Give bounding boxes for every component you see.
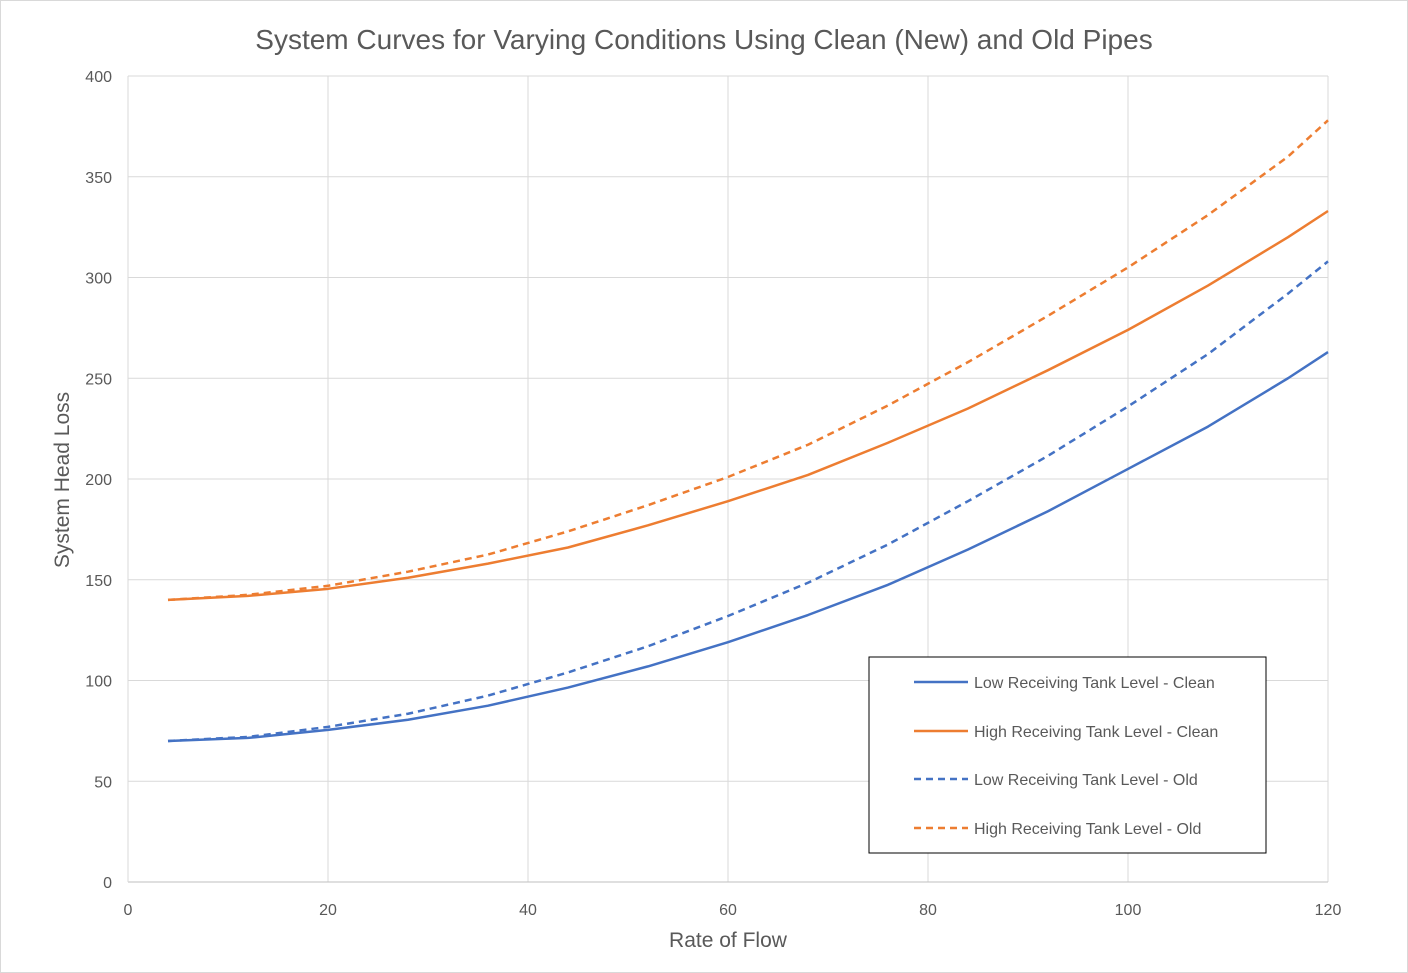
x-tick-label: 60 [719,902,737,919]
axis-layer: 0 50 100 150 200 250 300 350 400 0 20 40 60 80 100 120 [85,69,1341,919]
legend-label-4: High Receiving Tank Level - Old [974,821,1201,838]
series-layer [167,119,1329,743]
y-tick-label: 200 [85,472,112,489]
y-tick-label: 50 [94,774,112,791]
x-tick-label: 0 [124,902,133,919]
x-axis-title: Rate of Flow [669,929,788,952]
series-line-1 [167,351,1329,743]
legend-box [868,656,1267,854]
x-tick-label: 100 [1115,902,1142,919]
y-tick-label: 100 [85,674,112,691]
legend: Low Receiving Tank Level - Clean High Rec… [868,656,1267,854]
legend-label-1: Low Receiving Tank Level - Clean [974,675,1215,692]
x-tick-label: 120 [1315,902,1342,919]
series-line-4 [167,119,1329,602]
chart-title: System Curves for Varying Conditions Usi… [255,24,1152,55]
x-tick-label: 20 [319,902,337,919]
y-tick-label: 300 [85,271,112,288]
legend-label-2: High Receiving Tank Level - Clean [974,724,1218,741]
y-tick-label: 0 [103,875,112,892]
series-line-2 [167,209,1329,602]
legend-items: Low Receiving Tank Level - Clean High Rec… [914,675,1218,838]
legend-label-3: Low Receiving Tank Level - Old [974,772,1198,789]
y-axis-title: System Head Loss [51,392,74,568]
x-tick-label: 80 [919,902,937,919]
y-tick-label: 400 [85,69,112,86]
y-tick-label: 250 [85,371,112,388]
y-tick-label: 350 [85,170,112,187]
x-tick-label: 40 [519,902,537,919]
y-tick-label: 150 [85,573,112,590]
